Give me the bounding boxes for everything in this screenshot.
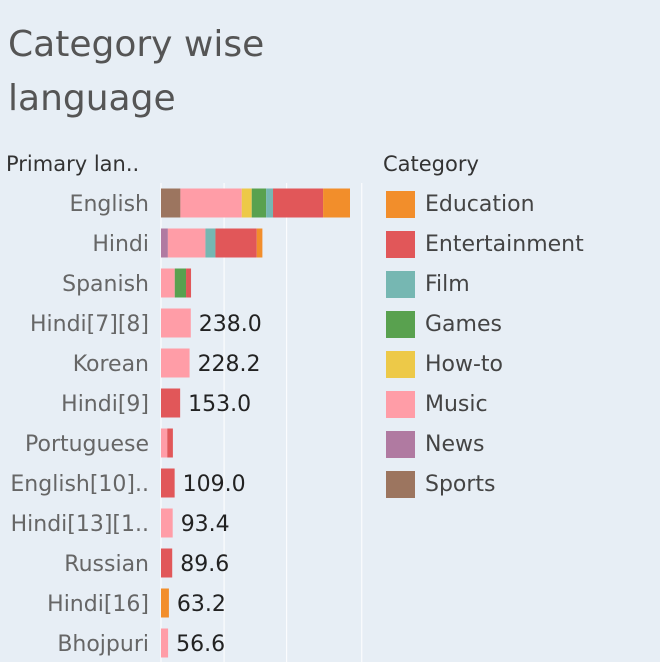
legend-swatch xyxy=(386,190,415,218)
legend-label: Sports xyxy=(425,471,496,497)
bar-segment-education[interactable] xyxy=(256,228,263,258)
data-label: 153.0 xyxy=(188,392,251,417)
bar-segment-entertainment[interactable] xyxy=(215,228,257,258)
legend-swatch xyxy=(386,310,415,338)
legend-item-games[interactable]: Games xyxy=(386,304,584,344)
legend-label: Film xyxy=(425,271,470,297)
bar-segment-entertainment[interactable] xyxy=(161,388,181,418)
bar-segment-news[interactable] xyxy=(161,228,168,258)
bar-segment-film[interactable] xyxy=(266,188,274,218)
category-label: Hindi[16] xyxy=(47,592,149,617)
category-label: Hindi[7][8] xyxy=(30,312,149,337)
legend-item-entertainment[interactable]: Entertainment xyxy=(386,224,584,264)
legend-item-sports[interactable]: Sports xyxy=(386,464,584,504)
bar-segment-music[interactable] xyxy=(161,308,191,338)
legend-item-how-to[interactable]: How-to xyxy=(386,344,584,384)
bar-segment-education[interactable] xyxy=(161,588,169,618)
chart-title-line-1: Category wise xyxy=(8,24,265,65)
legend-title: Category xyxy=(383,152,479,176)
bar-segment-music[interactable] xyxy=(161,348,190,378)
bar-segment-games[interactable] xyxy=(174,268,187,298)
bar-segment-entertainment[interactable] xyxy=(161,468,175,498)
category-label: Hindi[9] xyxy=(61,392,149,417)
data-label: 56.6 xyxy=(176,632,225,657)
category-label: Spanish xyxy=(62,272,149,297)
legend-label: Entertainment xyxy=(425,231,584,257)
row-axis-header[interactable]: Primary lan.. xyxy=(6,152,140,176)
bar-segment-how-to[interactable] xyxy=(241,188,252,218)
category-label: English[10].. xyxy=(10,472,149,497)
legend-swatch xyxy=(386,470,415,498)
legend-item-music[interactable]: Music xyxy=(386,384,584,424)
bar-segment-entertainment[interactable] xyxy=(167,428,173,458)
legend-label: How-to xyxy=(425,351,504,377)
category-label: Portuguese xyxy=(25,432,149,457)
legend-swatch xyxy=(386,270,415,298)
legend: Education Entertainment Film Games How-to Mus… xyxy=(386,184,584,504)
bar-segment-music[interactable] xyxy=(180,188,242,218)
bar-segment-music[interactable] xyxy=(161,508,173,538)
bar-segment-music[interactable] xyxy=(161,428,168,458)
category-label: Hindi[13][1.. xyxy=(11,512,149,537)
bar-segment-education[interactable] xyxy=(323,188,350,218)
bar-segment-entertainment[interactable] xyxy=(161,548,173,578)
bar-segment-sports[interactable] xyxy=(161,188,181,218)
chart-title: Category wise language xyxy=(8,18,308,126)
legend-item-news[interactable]: News xyxy=(386,424,584,464)
bar-segment-music[interactable] xyxy=(161,628,169,658)
category-label: English xyxy=(70,192,149,217)
bar-segment-film[interactable] xyxy=(205,228,216,258)
legend-item-education[interactable]: Education xyxy=(386,184,584,224)
data-label: 228.2 xyxy=(198,352,261,377)
category-label: Russian xyxy=(64,552,149,577)
category-label: Hindi xyxy=(92,232,149,257)
category-label: Bhojpuri xyxy=(57,632,149,657)
legend-item-film[interactable]: Film xyxy=(386,264,584,304)
legend-label: Music xyxy=(425,391,488,417)
legend-swatch xyxy=(386,350,415,378)
bar-segment-entertainment[interactable] xyxy=(273,188,324,218)
chart-title-line-2: language xyxy=(8,78,176,119)
legend-swatch xyxy=(386,230,415,258)
legend-label: News xyxy=(425,431,485,457)
category-label: Korean xyxy=(73,352,149,377)
data-label: 89.6 xyxy=(180,552,229,577)
legend-label: Games xyxy=(425,311,502,337)
legend-label: Education xyxy=(425,191,535,217)
legend-swatch xyxy=(386,430,415,458)
data-label: 109.0 xyxy=(183,472,246,497)
bar-segment-music[interactable] xyxy=(161,268,175,298)
bar-segment-entertainment[interactable] xyxy=(186,268,192,298)
data-label: 238.0 xyxy=(199,312,262,337)
bar-segment-music[interactable] xyxy=(167,228,206,258)
data-label: 93.4 xyxy=(181,512,230,537)
data-label: 63.2 xyxy=(177,592,226,617)
bar-segment-games[interactable] xyxy=(251,188,267,218)
legend-swatch xyxy=(386,390,415,418)
